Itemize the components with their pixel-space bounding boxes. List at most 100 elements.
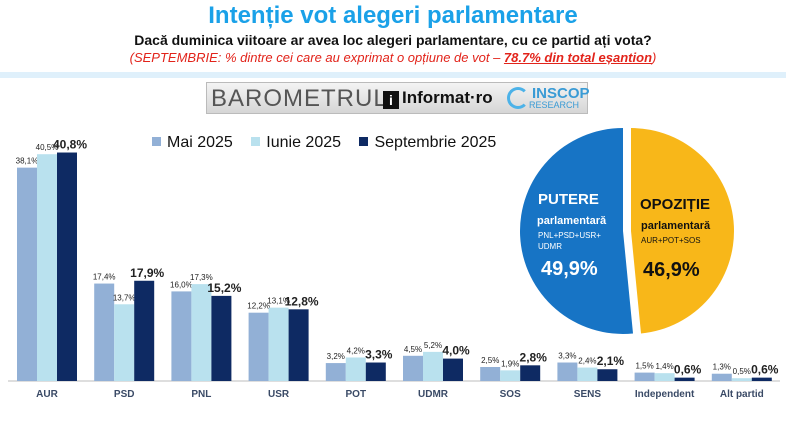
data-label-sens-mai-2025: 3,3% xyxy=(558,352,576,361)
bar-aur-iunie-2025 xyxy=(37,154,57,381)
inscop-logo-sub: RESEARCH xyxy=(529,100,580,110)
legend-label-mai: Mai 2025 xyxy=(167,134,233,151)
data-label-udmr-mai-2025: 4,5% xyxy=(404,345,422,354)
bar-psd-mai-2025 xyxy=(94,283,115,381)
informat-logo: i Informat·ro xyxy=(383,88,493,109)
informat-mark-icon: i xyxy=(383,91,399,109)
pie-sub-opozitie: parlamentară xyxy=(641,220,711,232)
bar-pnl-mai-2025 xyxy=(171,291,192,381)
data-label-alt-partid-septembrie-2025: 0,6% xyxy=(751,363,779,377)
logo-bar: BAROMETRUL i Informat·ro INSCOP RESEARCH xyxy=(206,82,590,114)
data-label-aur-septembrie-2025: 40,8% xyxy=(53,138,87,152)
pie-slice-putere xyxy=(519,128,634,334)
legend-item-mai: Mai 2025 xyxy=(152,134,233,152)
sample-note-suffix: ) xyxy=(652,50,657,65)
bar-sens-iunie-2025 xyxy=(577,367,598,381)
bar-aur-septembrie-2025 xyxy=(57,152,77,381)
bar-udmr-mai-2025 xyxy=(403,355,423,381)
category-label-pot: POT xyxy=(346,389,367,400)
bar-usr-iunie-2025 xyxy=(268,307,289,381)
data-label-alt-partid-mai-2025: 1,3% xyxy=(713,363,731,372)
category-label-udmr: UDMR xyxy=(418,389,449,400)
pie-value-putere: 49,9% xyxy=(541,258,598,280)
data-label-aur-mai-2025: 38,1% xyxy=(16,157,39,166)
informat-logo-tld: ·ro xyxy=(470,88,493,107)
sample-note: (SEPTEMBRIE: % dintre cei care au exprim… xyxy=(0,50,786,65)
bar-independent-mai-2025 xyxy=(634,372,655,381)
data-label-sens-iunie-2025: 2,4% xyxy=(578,357,596,366)
bar-psd-septembrie-2025 xyxy=(134,280,155,381)
legend-item-iunie: Iunie 2025 xyxy=(251,134,341,152)
legend-label-septembrie: Septembrie 2025 xyxy=(374,134,497,151)
legend-swatch-septembrie xyxy=(359,137,369,146)
data-label-sos-iunie-2025: 1,9% xyxy=(501,359,519,368)
barometrul-logo: BAROMETRUL xyxy=(211,85,388,112)
chart-legend: Mai 2025 Iunie 2025 Septembrie 2025 xyxy=(152,134,510,152)
bar-sens-mai-2025 xyxy=(557,362,578,381)
legend-swatch-iunie xyxy=(251,137,261,146)
legend-label-iunie: Iunie 2025 xyxy=(266,134,342,151)
bar-pnl-septembrie-2025 xyxy=(211,295,232,381)
bar-alt-partid-mai-2025 xyxy=(711,373,732,381)
data-label-psd-septembrie-2025: 17,9% xyxy=(130,266,164,280)
bar-pot-iunie-2025 xyxy=(345,357,366,381)
bar-usr-mai-2025 xyxy=(248,312,269,381)
legend-item-septembrie: Septembrie 2025 xyxy=(359,134,496,152)
data-label-usr-mai-2025: 12,2% xyxy=(247,302,270,311)
data-label-sos-septembrie-2025: 2,8% xyxy=(520,350,548,364)
inscop-swirl-icon xyxy=(507,87,529,109)
pie-detail-putere-line1: PNL+PSD+USR+ xyxy=(538,231,601,240)
inscop-logo: INSCOP xyxy=(532,85,590,102)
category-label-psd: PSD xyxy=(114,389,135,400)
sample-note-highlight: 78.7% din total eșantion xyxy=(503,50,653,65)
data-label-usr-iunie-2025: 13,1% xyxy=(267,297,290,306)
category-label-sens: SENS xyxy=(574,389,602,400)
data-label-sos-mai-2025: 2,5% xyxy=(481,356,499,365)
category-label-alt-partid: Alt partid xyxy=(720,389,764,400)
data-label-udmr-septembrie-2025: 4,0% xyxy=(442,344,470,358)
category-label-pnl: PNL xyxy=(191,389,211,400)
bar-alt-partid-septembrie-2025 xyxy=(751,377,772,381)
data-label-udmr-iunie-2025: 5,2% xyxy=(424,341,442,350)
data-label-pot-septembrie-2025: 3,3% xyxy=(365,348,393,362)
bar-sens-septembrie-2025 xyxy=(597,369,618,381)
data-label-alt-partid-iunie-2025: 0,5% xyxy=(733,367,751,376)
bar-independent-iunie-2025 xyxy=(654,373,675,381)
data-label-pot-iunie-2025: 4,2% xyxy=(347,346,365,355)
legend-swatch-mai xyxy=(152,137,161,146)
bar-independent-septembrie-2025 xyxy=(674,377,695,381)
survey-question: Dacă duminica viitoare ar avea loc alege… xyxy=(134,32,652,48)
pie-slice-opozitie xyxy=(631,128,734,334)
data-label-aur-iunie-2025: 40,5% xyxy=(36,143,59,152)
data-label-pnl-iunie-2025: 17,3% xyxy=(190,273,213,282)
data-label-usr-septembrie-2025: 12,8% xyxy=(285,294,319,308)
data-label-pot-mai-2025: 3,2% xyxy=(327,352,345,361)
data-label-independent-iunie-2025: 1,4% xyxy=(655,362,673,371)
bar-udmr-septembrie-2025 xyxy=(443,358,463,381)
bar-sos-iunie-2025 xyxy=(500,370,521,381)
chart-title: Intenție vot alegeri parlamentare xyxy=(208,2,578,29)
bar-sos-septembrie-2025 xyxy=(520,365,541,381)
bar-sos-mai-2025 xyxy=(480,367,501,381)
bar-usr-septembrie-2025 xyxy=(288,309,309,381)
data-label-pnl-mai-2025: 16,0% xyxy=(170,280,193,289)
informat-logo-text: Informat xyxy=(402,88,470,107)
header-divider xyxy=(0,72,786,78)
bar-psd-iunie-2025 xyxy=(114,304,135,381)
pie-detail-opozitie: AUR+POT+SOS xyxy=(641,236,701,245)
pie-sub-putere: parlamentară xyxy=(537,215,607,227)
data-label-sens-septembrie-2025: 2,1% xyxy=(597,354,625,368)
category-label-sos: SOS xyxy=(500,389,521,400)
bar-pot-mai-2025 xyxy=(325,363,346,381)
category-label-aur: AUR xyxy=(36,389,58,400)
pie-value-opozitie: 46,9% xyxy=(643,259,700,281)
data-label-independent-mai-2025: 1,5% xyxy=(635,362,653,371)
sample-note-prefix: (SEPTEMBRIE: % dintre cei care au exprim… xyxy=(129,50,504,65)
bar-udmr-iunie-2025 xyxy=(423,351,443,381)
pie-detail-putere-line2: UDMR xyxy=(538,242,562,251)
bar-pot-septembrie-2025 xyxy=(365,362,386,381)
data-label-pnl-septembrie-2025: 15,2% xyxy=(207,281,241,295)
data-label-psd-iunie-2025: 13,7% xyxy=(113,293,136,302)
category-label-independent: Independent xyxy=(635,389,695,400)
